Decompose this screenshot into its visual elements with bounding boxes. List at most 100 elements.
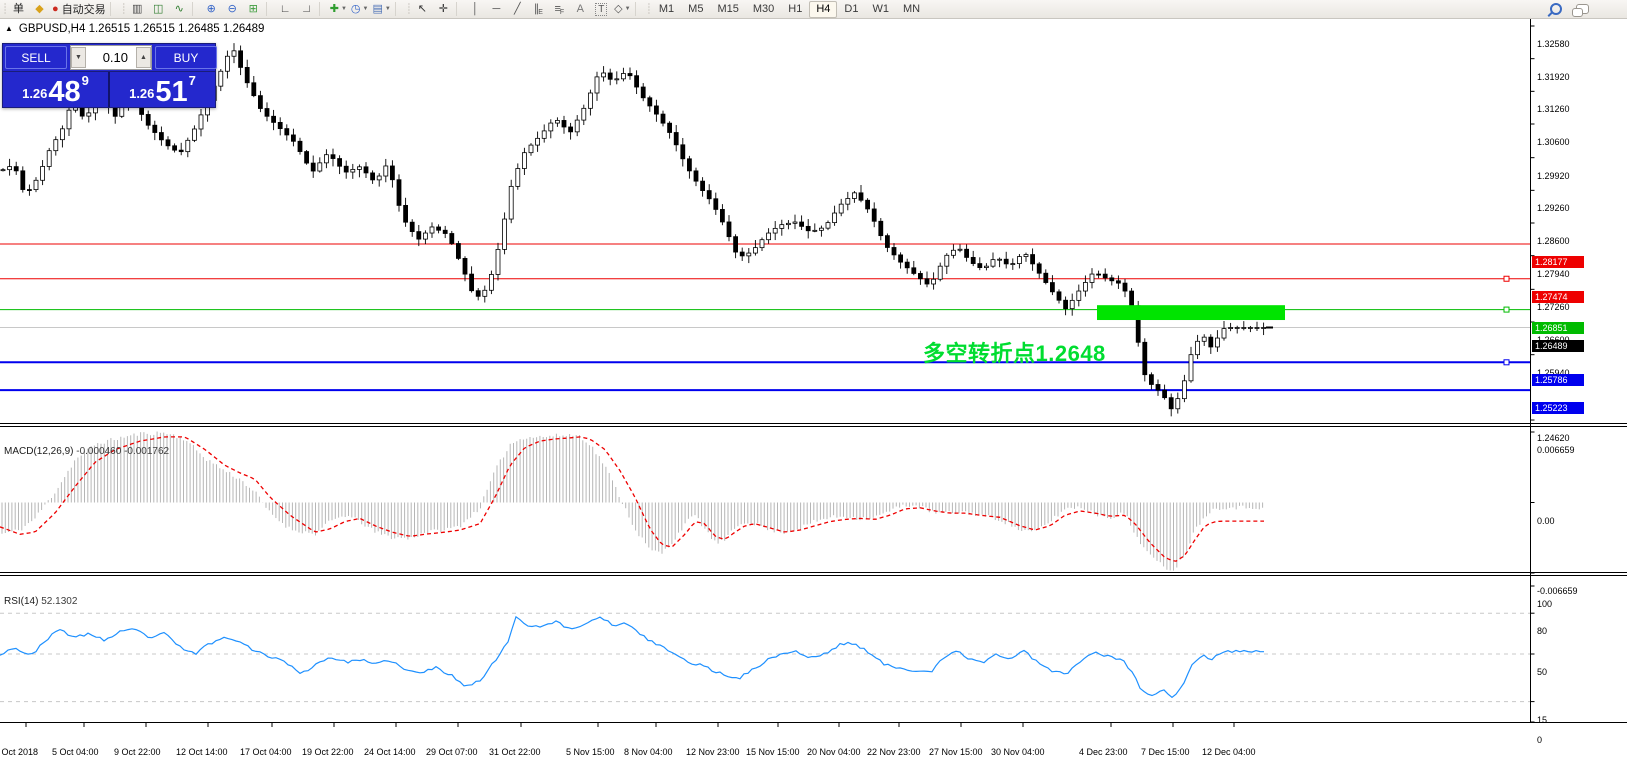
macd-tick: 0.00 [1537, 515, 1555, 526]
text-label-icon[interactable]: T [591, 1, 612, 17]
timeframe-button-W1[interactable]: W1 [872, 2, 889, 15]
zoom-out-icon[interactable]: ⊖ [227, 3, 237, 15]
time-tick: 15 Nov 15:00 [746, 747, 800, 757]
time-tick: 30 Nov 04:00 [991, 747, 1045, 757]
channel-icon[interactable]: ∥ E [533, 3, 543, 16]
trendline-icon[interactable]: ╱ [514, 3, 521, 15]
time-tick: 12 Nov 23:00 [686, 747, 740, 757]
bar-chart-icon[interactable]: ▥ [132, 3, 143, 15]
macd-signal-line [0, 436, 1264, 562]
periods-icon[interactable]: ◷ ▼ [350, 3, 369, 15]
periods-icon-dropdown: ▼ [362, 6, 369, 12]
price-tick: 1.27260 [1537, 302, 1570, 313]
price-badge-1.27474: 1.27474 [1532, 290, 1584, 303]
chart-canvas [0, 0, 1627, 727]
collapse-panel-icon[interactable]: ▲ [5, 24, 13, 33]
rsi-line [0, 615, 1265, 699]
fibonacci-icon[interactable]: ≡ F [554, 3, 565, 16]
text-icon[interactable]: A [576, 3, 585, 15]
time-tick: 27 Nov 15:00 [929, 747, 983, 757]
line-chart-icon[interactable]: ∿ [174, 3, 184, 15]
buy-button[interactable]: BUY [155, 46, 217, 69]
toolbar-separator [318, 2, 325, 16]
timeframe-button-M1[interactable]: M1 [658, 2, 675, 15]
rsi-tick: 100 [1537, 599, 1553, 609]
toolbar-separator [265, 2, 272, 16]
line-handle[interactable] [1503, 359, 1510, 366]
price-tick: 1.31920 [1537, 71, 1570, 82]
volume-decrease-button[interactable]: ▼ [71, 47, 86, 68]
price-badge-1.28177: 1.28177 [1532, 255, 1584, 268]
price-tick: 1.29920 [1537, 170, 1570, 181]
chat-icon[interactable] [1572, 4, 1589, 17]
time-tick: 4 Dec 23:00 [1079, 747, 1128, 757]
price-badge-1.25223: 1.25223 [1532, 402, 1584, 415]
price-tick: 1.32580 [1537, 39, 1570, 49]
candles-layer [0, 43, 1273, 417]
crosshair-icon[interactable]: ✛ [438, 3, 448, 15]
time-tick: 22 Nov 23:00 [867, 747, 921, 757]
time-tick: 8 Nov 04:00 [624, 747, 673, 757]
arrows-icon[interactable]: ◇ ▼ [614, 3, 631, 15]
sell-button[interactable]: SELL [5, 46, 67, 69]
volume-input[interactable] [86, 49, 136, 66]
auto-scroll-icon[interactable]: ∟ [300, 3, 312, 15]
timeframe-button-H4[interactable]: H4 [809, 0, 838, 18]
chart-shift-icon[interactable]: ∟ [279, 3, 291, 15]
horizontal-line-icon[interactable]: ─ [492, 3, 501, 15]
new-order-icon[interactable]: 单 [13, 3, 25, 15]
line-handle[interactable] [1503, 275, 1510, 282]
price-tick: 1.24620 [1537, 433, 1570, 444]
timeframe-button-D1[interactable]: D1 [844, 2, 859, 15]
toolbar-grip: ┊ [405, 3, 412, 15]
timeframe-button-M5[interactable]: M5 [688, 2, 704, 15]
toolbar-separator [191, 2, 198, 16]
add-indicator-icon[interactable]: ✚ ▼ [329, 3, 347, 15]
time-tick: 17 Oct 04:00 [240, 747, 292, 757]
buy-price[interactable]: 1.26 51 7 [108, 72, 215, 107]
time-tick: 19 Oct 22:00 [302, 747, 354, 757]
timeframe-button-M15[interactable]: M15 [717, 2, 739, 15]
timeframe-button-M30[interactable]: M30 [752, 2, 775, 15]
line-handle[interactable] [1503, 306, 1510, 313]
toolbar-grip: ┊ [120, 3, 127, 15]
volume-increase-button[interactable]: ▲ [136, 47, 151, 68]
autotrading-button[interactable]: ● 自动交易 [52, 3, 106, 16]
rsi-tick: 0 [1537, 735, 1543, 745]
toolbar-grip: ┊ [645, 3, 652, 15]
toolbar-separator [455, 2, 462, 16]
time-tick: 31 Oct 22:00 [489, 747, 541, 757]
time-tick: 24 Oct 14:00 [364, 747, 416, 757]
candlestick-chart-icon[interactable]: ◫ [153, 3, 164, 15]
search-icon[interactable] [1550, 3, 1562, 15]
price-badge-1.25786: 1.25786 [1532, 374, 1584, 387]
time-tick: 9 Oct 22:00 [114, 747, 161, 757]
timeframe-button-MN[interactable]: MN [902, 2, 921, 15]
time-tick: 29 Oct 07:00 [426, 747, 478, 757]
time-tick: 12 Oct 14:00 [176, 747, 228, 757]
arrows-icon-dropdown: ▼ [624, 6, 631, 12]
templates-icon[interactable]: ▤ ▼ [372, 3, 391, 15]
toolbar-separator [109, 2, 116, 16]
toolbar: ┊ 单 ◆ ● 自动交易 ┊ ▥ ◫ ∿ ⊕ ⊖ ⊞ ∟ ∟ ✚ ▼ ◷ ▼ ▤ ▼ ┊ ↖ ✛ │ ─ ╱ ∥ E ≡ F A T ◇ ▼ ┊ M1… [0, 0, 1627, 19]
price-tick: 1.27940 [1537, 268, 1570, 279]
time-tick: 2 Oct 2018 [0, 747, 39, 757]
price-tick: 1.31260 [1537, 104, 1570, 115]
sell-price[interactable]: 1.26 48 9 [22, 73, 89, 108]
volume-stepper: ▼ ▲ [70, 45, 152, 70]
cursor-icon[interactable]: ↖ [417, 3, 427, 15]
tile-windows-icon[interactable]: ⊞ [248, 3, 258, 15]
rsi-tick: 15 [1537, 714, 1548, 725]
macd-tick: 0.006659 [1537, 445, 1575, 455]
chart-window-icon[interactable]: ◆ [35, 3, 44, 15]
vertical-line-icon[interactable]: │ [471, 3, 479, 15]
highlight-rectangle[interactable] [1097, 305, 1285, 321]
macd-values: -0.000460 -0.001762 [76, 446, 170, 457]
annotation-text[interactable]: 多空转折点1.2648 [923, 341, 1106, 366]
rsi-value: 52.1302 [41, 596, 78, 607]
zoom-in-icon[interactable]: ⊕ [206, 3, 216, 15]
chart-title: ▲ GBPUSD,H4 1.26515 1.26515 1.26485 1.264… [5, 23, 264, 35]
timeframe-button-H1[interactable]: H1 [788, 2, 803, 15]
toolbar-separator [394, 2, 401, 16]
